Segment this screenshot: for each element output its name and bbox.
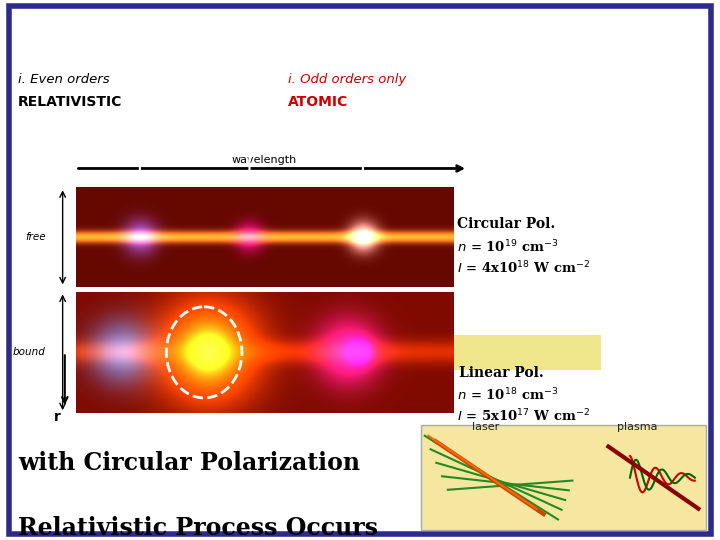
Text: bound: bound: [12, 347, 45, 357]
Text: $\mathit{n}$ = 10$^{19}$ cm$^{-3}$: $\mathit{n}$ = 10$^{19}$ cm$^{-3}$: [457, 239, 558, 255]
Text: plasma: plasma: [617, 422, 657, 433]
Bar: [421, 425, 706, 530]
Text: l2: l2: [257, 145, 266, 156]
Text: with Circular Polarization: with Circular Polarization: [18, 451, 360, 475]
Text: Relativistic Process Occurs: Relativistic Process Occurs: [18, 516, 378, 539]
Text: laser: laser: [472, 422, 500, 433]
Text: RELATIVISTIC: RELATIVISTIC: [18, 94, 122, 109]
Text: ATOMIC: ATOMIC: [288, 94, 348, 109]
Text: Circular Pol.: Circular Pol.: [457, 217, 555, 231]
Text: r: r: [54, 410, 61, 424]
FancyBboxPatch shape: [450, 335, 601, 370]
Text: l3: l3: [148, 145, 156, 156]
Text: free: free: [26, 232, 46, 242]
Text: $\mathit{I}$ = 4x10$^{18}$ W cm$^{-2}$: $\mathit{I}$ = 4x10$^{18}$ W cm$^{-2}$: [457, 259, 590, 276]
Text: i. Odd orders only: i. Odd orders only: [288, 73, 406, 86]
Text: Linear Pol.: Linear Pol.: [459, 366, 544, 380]
Text: $\mathit{I}$ = 5x10$^{17}$ W cm$^{-2}$: $\mathit{I}$ = 5x10$^{17}$ W cm$^{-2}$: [457, 408, 590, 424]
Text: wavelength: wavelength: [232, 155, 297, 165]
Text: l1: l1: [371, 145, 379, 156]
Text: i. Even orders: i. Even orders: [18, 73, 109, 86]
Text: $\mathit{n}$ = 10$^{18}$ cm$^{-3}$: $\mathit{n}$ = 10$^{18}$ cm$^{-3}$: [457, 387, 558, 404]
